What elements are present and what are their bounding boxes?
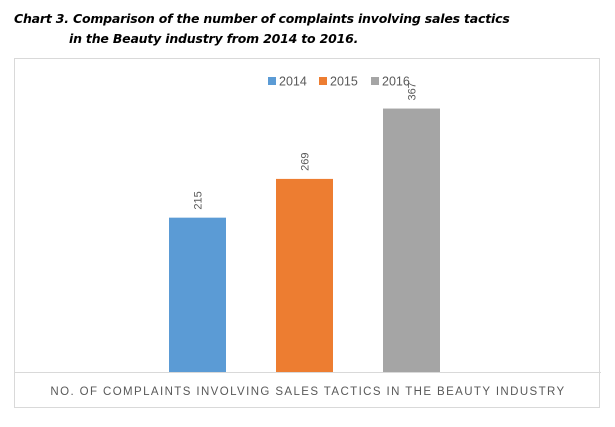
bar-chart: 2014 2015 2016 215 269 367 NO. OF COMPLAINTS I… — [15, 75, 601, 398]
legend-swatch-2015 — [319, 77, 327, 85]
chart-caption: Chart 3. Comparison of the number of com… — [14, 9, 604, 49]
value-label-2014: 215 — [193, 191, 205, 209]
legend-swatch-2016 — [371, 77, 379, 85]
legend-swatch-2014 — [268, 77, 276, 85]
x-axis-category-label: NO. OF COMPLAINTS INVOLVING SALES TACTIC… — [50, 386, 565, 398]
bar-2016 — [383, 108, 440, 373]
legend-label-2014: 2014 — [279, 75, 307, 89]
bar-2015 — [276, 178, 333, 372]
value-label-2016: 367 — [407, 82, 419, 100]
bar-2014 — [169, 217, 226, 372]
value-label-2015: 269 — [300, 153, 312, 171]
legend-label-2016: 2016 — [382, 75, 410, 89]
caption-line-1: Chart 3. Comparison of the number of com… — [14, 11, 510, 26]
legend-label-2015: 2015 — [330, 75, 358, 89]
caption-line-2: in the Beauty industry from 2014 to 2016… — [69, 31, 359, 46]
chart-area: 2014 2015 2016 215 269 367 NO. OF COMPLAINTS I… — [14, 58, 601, 408]
